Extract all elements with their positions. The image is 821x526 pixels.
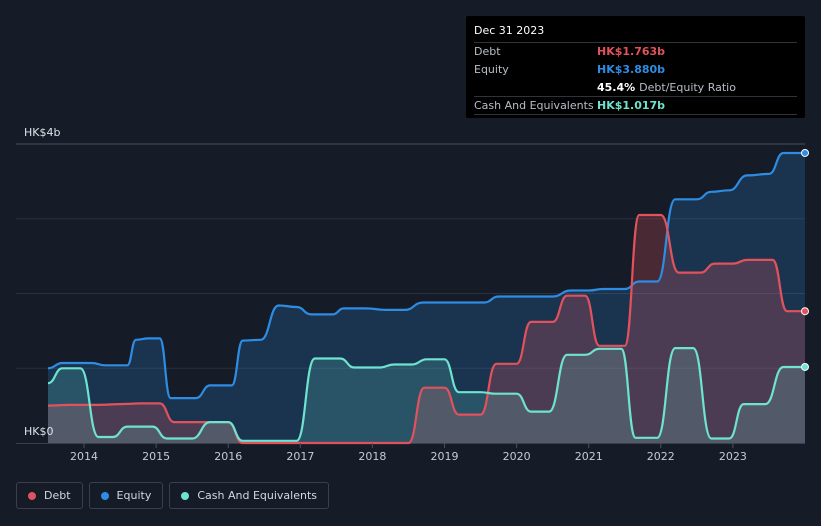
x-tick-label: 2015 (142, 450, 170, 463)
equity-endpoint (801, 148, 809, 157)
tooltip-ratio-label: Debt/Equity Ratio (639, 81, 736, 94)
legend-debt-dot (28, 491, 36, 500)
x-axis-ticks: 2014 2015 2016 2017 2018 2019 2020 2021 2022 2023 (70, 443, 747, 463)
tooltip-equity-value: HK$3.880b (597, 63, 666, 76)
chart-legend: Debt Equity Cash And Equivalents (16, 482, 329, 509)
x-tick-label: 2019 (431, 450, 459, 463)
x-tick-label: 2021 (575, 450, 603, 463)
tooltip-equity-row: Equity HK$3.880b (474, 61, 797, 79)
x-tick-label: 2014 (70, 450, 98, 463)
tooltip-ratio-value: 45.4% (597, 81, 636, 94)
x-tick-label: 2022 (647, 450, 675, 463)
tooltip-equity-label: Equity (474, 63, 509, 76)
tooltip-debt-label: Debt (474, 45, 501, 58)
legend-cash-dot (181, 491, 190, 500)
debt-line (47, 213, 805, 445)
chart-tooltip: Dec 31 2023 Debt HK$1.763b Equity HK$3.8… (466, 16, 805, 118)
tooltip-debt-value: HK$1.763b (597, 45, 666, 58)
x-tick-label: 2018 (358, 450, 386, 463)
gridlines (16, 143, 805, 444)
tooltip-date: Dec 31 2023 (474, 16, 797, 43)
legend-cash-label: Cash And Equivalents (197, 489, 317, 502)
tooltip-cash-value: HK$1.017b (597, 99, 666, 112)
tooltip-debt-row: Debt HK$1.763b (474, 43, 797, 61)
debt-area (48, 215, 805, 443)
legend-equity[interactable]: Equity (88, 482, 164, 509)
legend-cash[interactable]: Cash And Equivalents (169, 482, 329, 509)
x-tick-label: 2016 (214, 450, 242, 463)
cash-line (47, 347, 805, 442)
legend-debt-label: Debt (44, 489, 71, 502)
series-areas (48, 153, 805, 443)
series-endpoints (801, 148, 809, 371)
tooltip-ratio-row: 45.4% Debt/Equity Ratio (474, 79, 797, 97)
cash-area (48, 348, 805, 443)
x-tick-label: 2023 (719, 450, 747, 463)
x-tick-label: 2017 (286, 450, 314, 463)
tooltip-cash-row: Cash And Equivalents HK$1.017b (474, 97, 797, 115)
debt-endpoint (801, 307, 809, 316)
legend-equity-dot (100, 491, 109, 500)
y-axis-label-top: HK$4b (24, 126, 60, 139)
tooltip-cash-label: Cash And Equivalents (474, 99, 594, 112)
legend-debt[interactable]: Debt (16, 482, 83, 509)
x-tick-label: 2020 (503, 450, 531, 463)
y-axis-label-bottom: HK$0 (24, 425, 53, 438)
cash-endpoint (801, 362, 809, 371)
legend-equity-label: Equity (116, 489, 152, 502)
series-lines (47, 151, 805, 445)
